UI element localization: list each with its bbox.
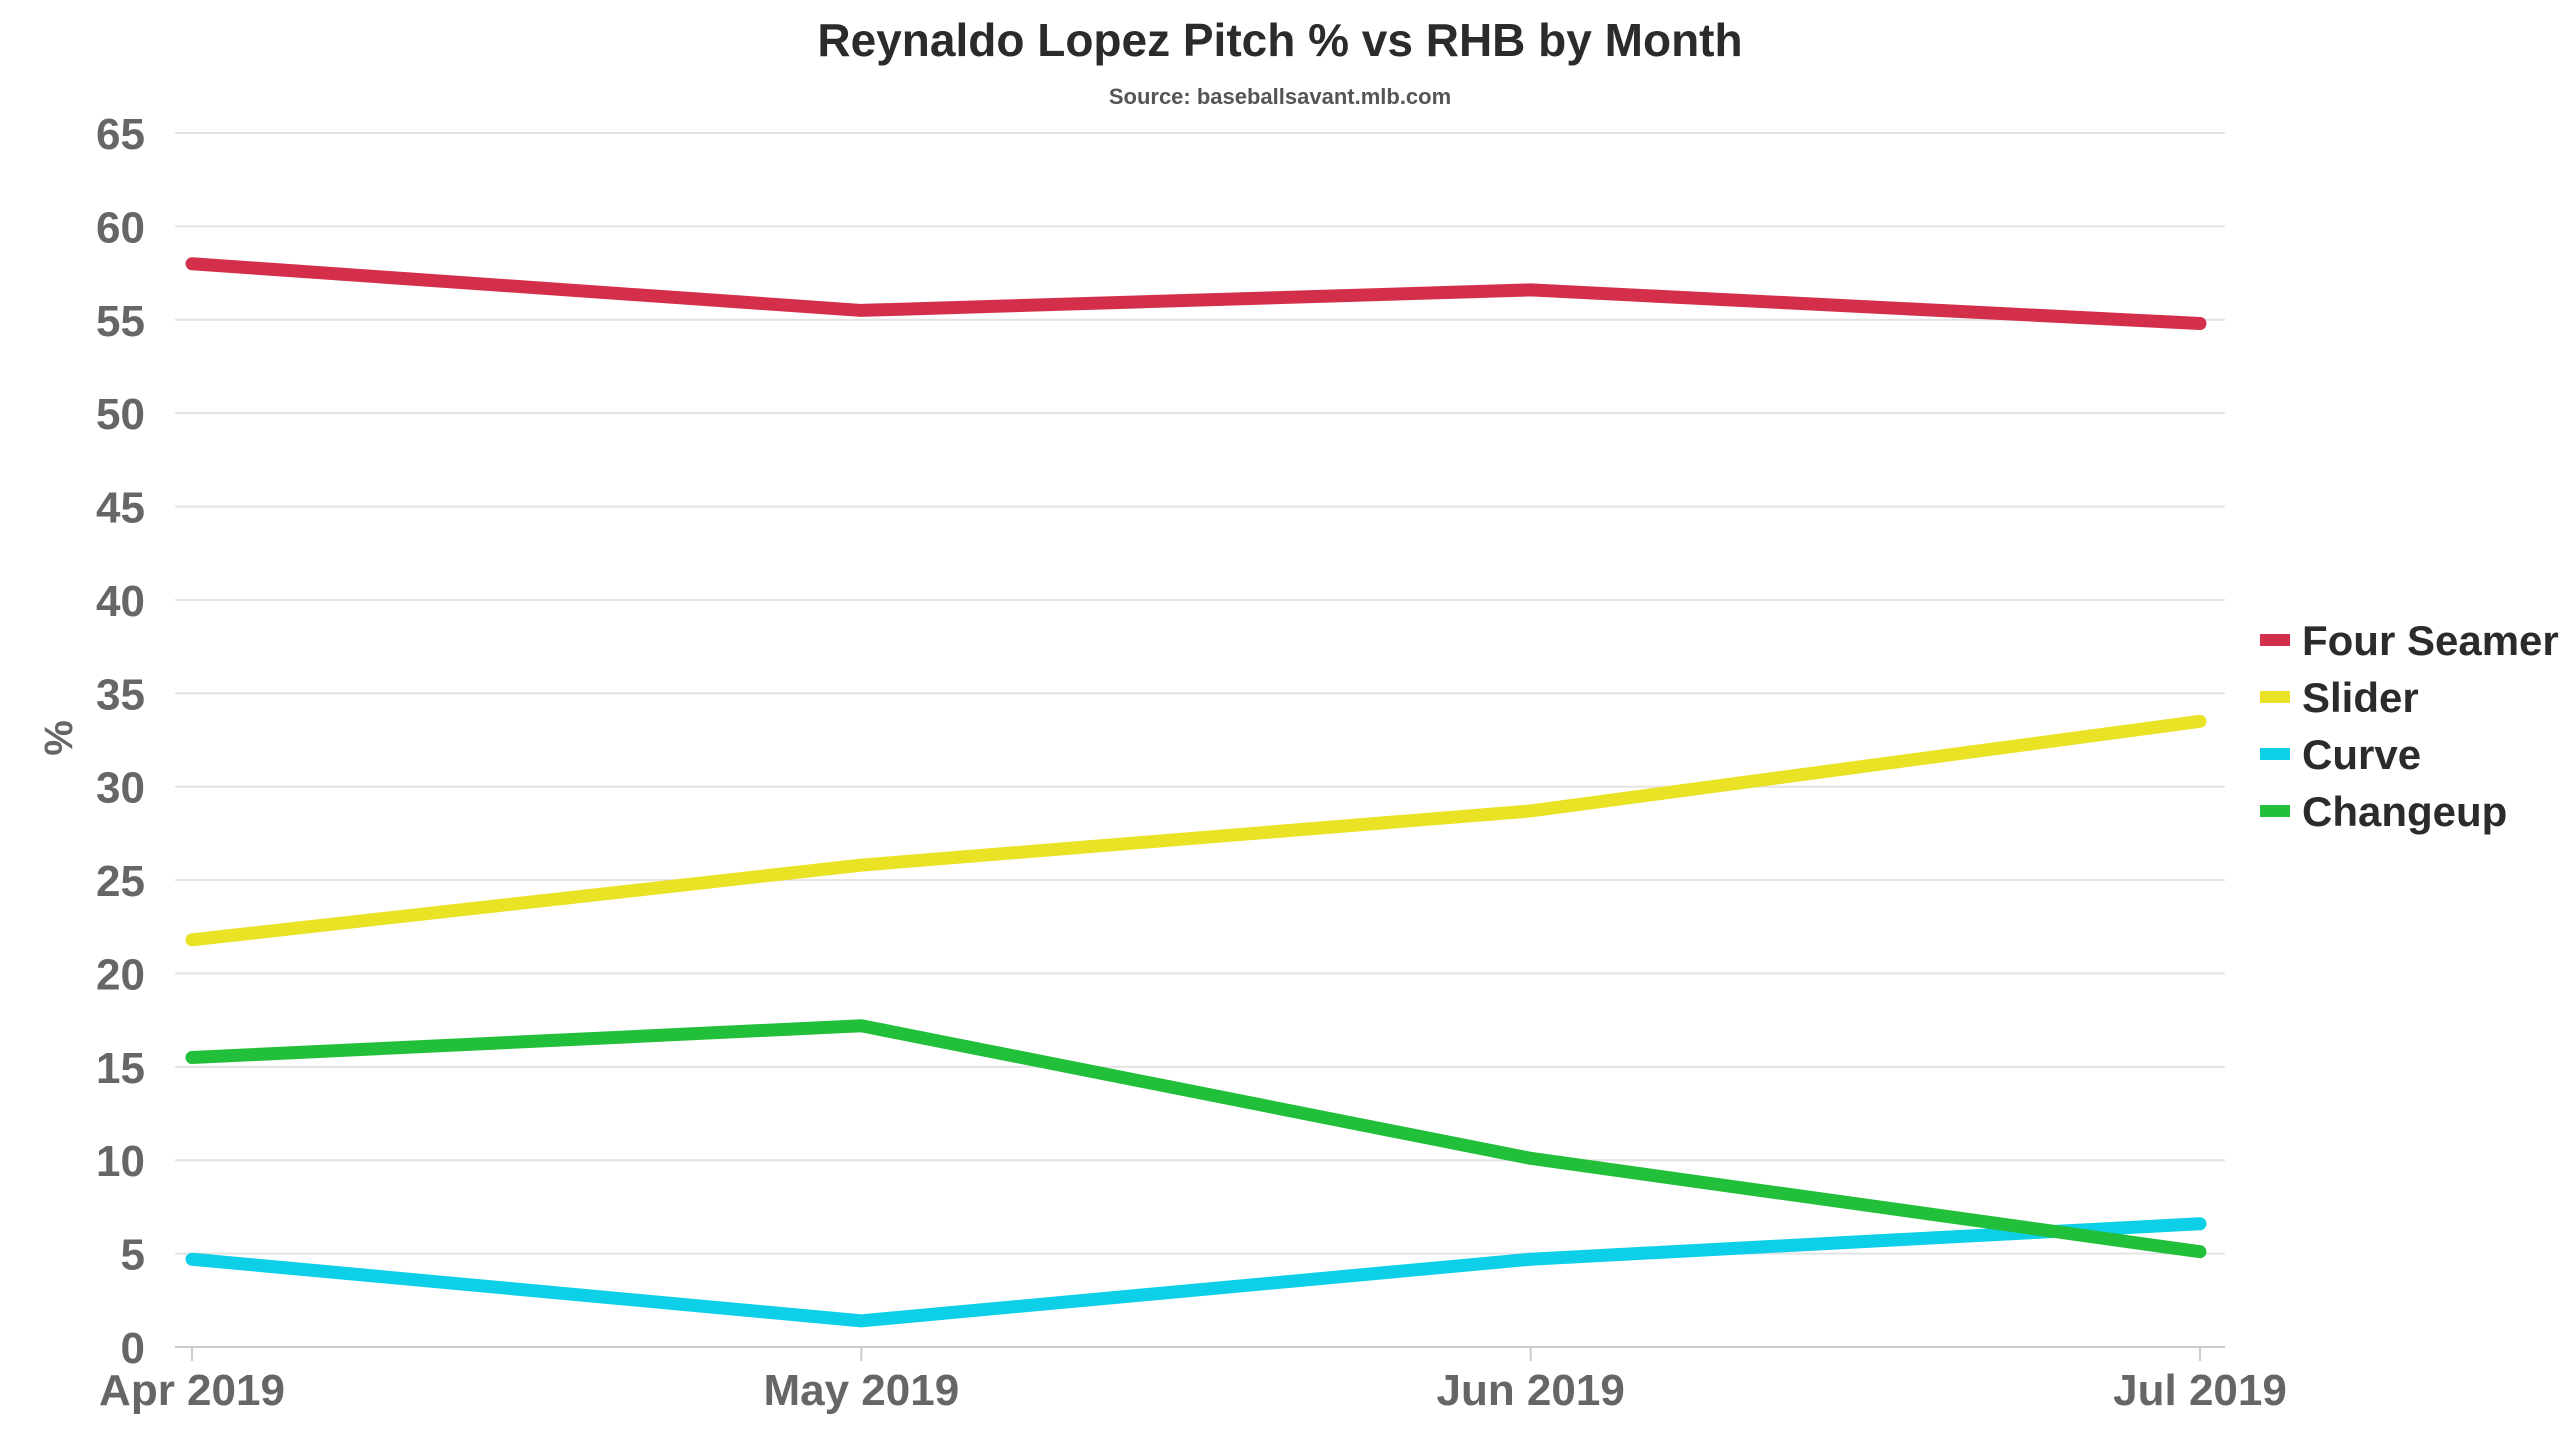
chart-title: Reynaldo Lopez Pitch % vs RHB by Month	[817, 14, 1742, 66]
y-tick-label: 45	[96, 484, 145, 533]
gridlines	[175, 132, 2225, 1255]
y-axis-label: %	[37, 720, 81, 756]
chart-subtitle: Source: baseballsavant.mlb.com	[1109, 84, 1451, 109]
series-line-changeup	[185, 1019, 2207, 1259]
y-axis-tick-labels: 0 5 10 15 20 25 30 35 40 45 50 55 60 65	[96, 110, 145, 1373]
x-axis-tick-labels: Apr 2019 May 2019 Jun 2019 Jul 2019	[99, 1347, 2287, 1415]
y-tick-label: 50	[96, 390, 145, 439]
legend-label: Slider	[2302, 674, 2419, 721]
y-tick-label: 35	[96, 670, 145, 719]
y-tick-label: 5	[121, 1231, 145, 1280]
x-tick-label: Jun 2019	[1436, 1366, 1624, 1415]
x-tick-label: Apr 2019	[99, 1366, 285, 1415]
legend: Four Seamer Slider Curve Changeup	[2260, 617, 2559, 835]
legend-item[interactable]: Four Seamer	[2260, 617, 2559, 664]
x-tick-label: Jul 2019	[2113, 1366, 2287, 1415]
legend-label: Curve	[2302, 731, 2421, 778]
y-tick-label: 30	[96, 764, 145, 813]
legend-item[interactable]: Slider	[2260, 674, 2419, 721]
legend-label: Four Seamer	[2302, 617, 2559, 664]
y-tick-label: 65	[96, 110, 145, 159]
y-tick-label: 55	[96, 297, 145, 346]
legend-item[interactable]: Curve	[2260, 731, 2421, 778]
y-tick-label: 15	[96, 1044, 145, 1093]
y-tick-label: 0	[121, 1324, 145, 1373]
legend-label: Changeup	[2302, 788, 2507, 835]
series-lines	[185, 257, 2207, 1328]
series-line-slider	[185, 714, 2207, 947]
series-line-four-seamer	[185, 257, 2207, 331]
x-tick-label: May 2019	[763, 1366, 959, 1415]
y-tick-label: 20	[96, 950, 145, 999]
legend-item[interactable]: Changeup	[2260, 788, 2507, 835]
y-tick-label: 60	[96, 203, 145, 252]
series-line-curve	[185, 1217, 2207, 1328]
y-tick-label: 10	[96, 1137, 145, 1186]
y-tick-label: 40	[96, 577, 145, 626]
y-tick-label: 25	[96, 857, 145, 906]
